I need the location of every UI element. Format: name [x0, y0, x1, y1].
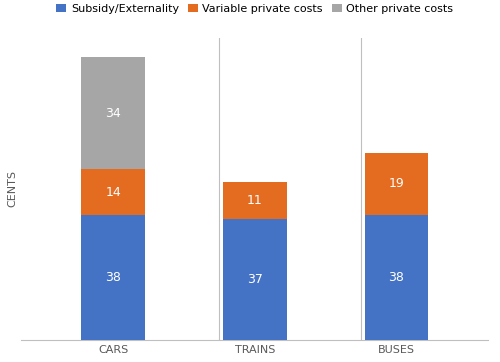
Bar [364, 153, 428, 215]
Bar [364, 215, 428, 340]
Legend: Subsidy/Externality, Variable private costs, Other private costs: Subsidy/Externality, Variable private co… [56, 4, 453, 14]
Bar [82, 215, 145, 340]
Text: 19: 19 [388, 177, 404, 190]
Bar [223, 182, 286, 219]
Bar [82, 169, 145, 215]
Bar [82, 57, 145, 169]
Text: 38: 38 [105, 271, 121, 284]
Bar [223, 219, 286, 340]
Text: 14: 14 [106, 186, 121, 199]
Text: 38: 38 [388, 271, 404, 284]
Text: 11: 11 [247, 194, 262, 207]
Text: 34: 34 [106, 107, 121, 120]
Y-axis label: CENTS: CENTS [7, 171, 17, 207]
Text: 37: 37 [247, 273, 262, 286]
